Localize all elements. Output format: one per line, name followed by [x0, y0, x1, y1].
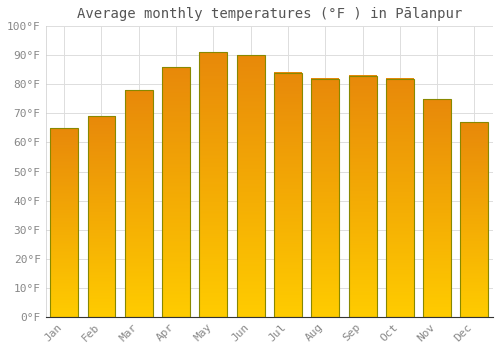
- Bar: [125, 90, 153, 317]
- Bar: [312, 78, 339, 317]
- Bar: [348, 76, 376, 317]
- Bar: [274, 73, 302, 317]
- Bar: [386, 78, 414, 317]
- Bar: [200, 52, 228, 317]
- Title: Average monthly temperatures (°F ) in Pālanpur: Average monthly temperatures (°F ) in Pā…: [76, 7, 462, 21]
- Bar: [423, 99, 451, 317]
- Bar: [460, 122, 488, 317]
- Bar: [236, 55, 264, 317]
- Bar: [50, 128, 78, 317]
- Bar: [162, 67, 190, 317]
- Bar: [88, 116, 116, 317]
